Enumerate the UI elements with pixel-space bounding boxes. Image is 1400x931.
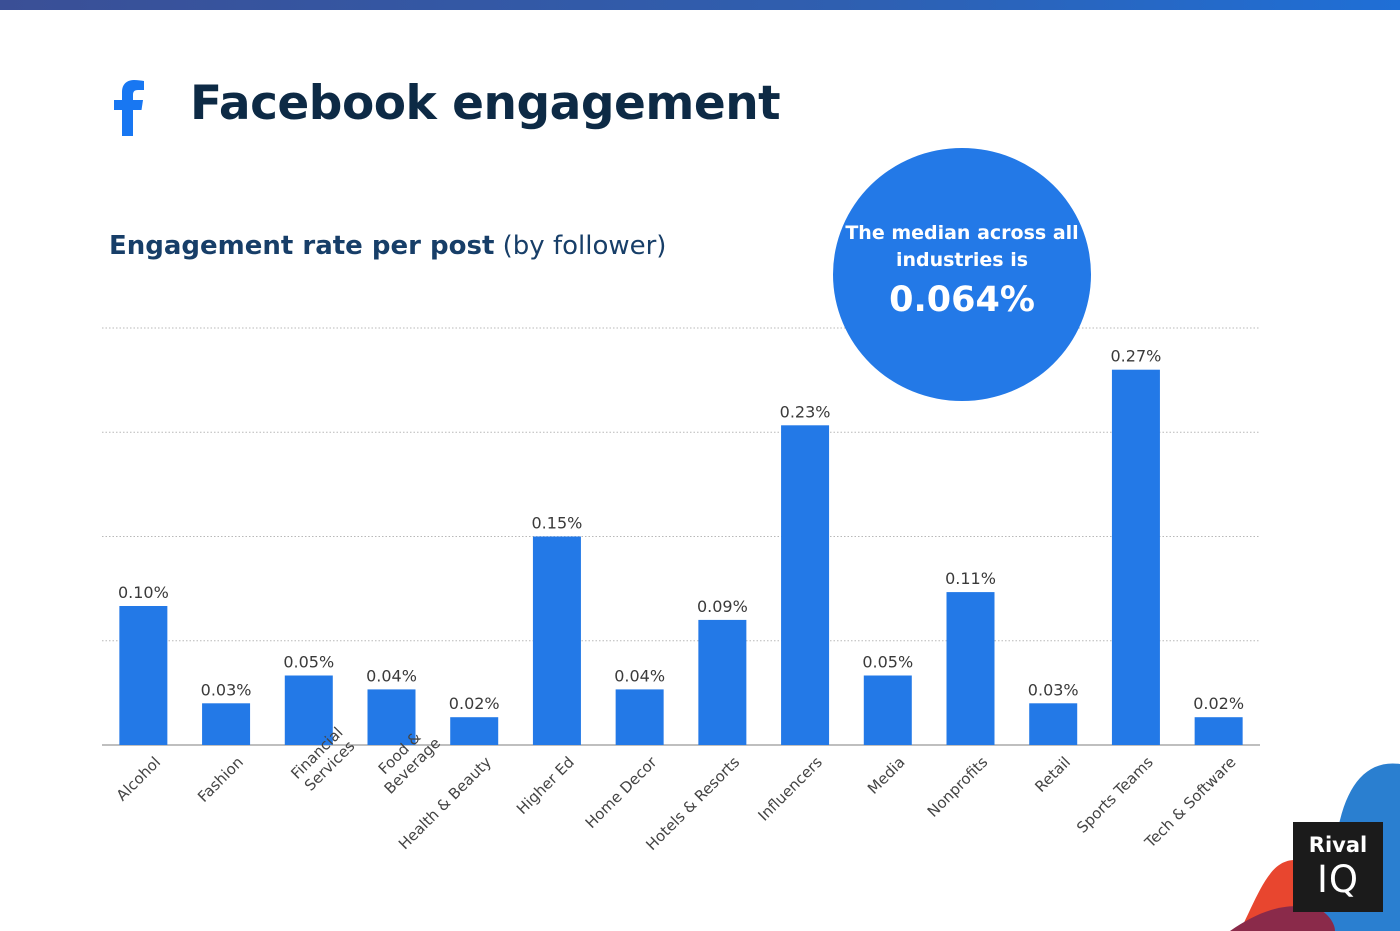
bar (698, 619, 747, 745)
bar (532, 536, 581, 745)
rival-iq-logo: Rival IQ (1293, 822, 1383, 912)
category-label-line: Alcohol (113, 753, 164, 804)
subtitle-normal: (by follower) (502, 231, 667, 261)
bar (863, 675, 912, 745)
bar-value-label: 0.15% (532, 514, 583, 533)
bar (450, 717, 499, 745)
median-caption-line2: industries is (895, 249, 1029, 271)
bar (781, 425, 830, 745)
category-label: Fashion (194, 753, 247, 806)
category-label-line: Fashion (194, 753, 247, 806)
category-label-line: Home Decor (582, 753, 661, 832)
bar-value-label: 0.02% (1193, 694, 1244, 713)
category-label-line: Influencers (754, 753, 826, 825)
category-label: Sports Teams (1073, 753, 1157, 837)
category-label-line: Higher Ed (513, 753, 578, 818)
median-callout: The median across all industries is 0.06… (833, 148, 1091, 401)
bar (615, 689, 664, 745)
category-label: Higher Ed (513, 753, 578, 818)
category-label-line: Media (864, 753, 909, 798)
bar (284, 675, 333, 745)
facebook-icon (114, 80, 144, 136)
median-caption-line1: The median across all (845, 222, 1079, 244)
bar-value-label: 0.03% (201, 680, 252, 699)
bar-value-label: 0.02% (449, 694, 500, 713)
bar (202, 703, 251, 745)
category-label: Media (864, 753, 909, 798)
top-accent-bar (0, 0, 1400, 10)
category-label-line: Nonprofits (924, 753, 992, 821)
category-label: Home Decor (582, 753, 661, 832)
category-label: Alcohol (113, 753, 164, 804)
logo-iq-text: IQ (1316, 858, 1360, 901)
chart-subtitle: Engagement rate per post (by follower) (109, 231, 666, 261)
bar-value-label: 0.04% (614, 666, 665, 685)
category-label: Nonprofits (924, 753, 992, 821)
category-label-line: Sports Teams (1073, 753, 1157, 837)
bar-value-label: 0.03% (1028, 680, 1079, 699)
page-title: Facebook engagement (190, 76, 781, 131)
bar (367, 689, 416, 745)
bar (119, 606, 168, 745)
bar (946, 592, 995, 745)
median-value: 0.064% (889, 280, 1035, 320)
bar-value-label: 0.23% (780, 402, 831, 421)
logo-rival-text: Rival (1308, 833, 1368, 857)
bar (1194, 717, 1243, 745)
bar-value-label: 0.09% (697, 597, 748, 616)
bar-value-label: 0.11% (945, 569, 996, 588)
bar (1029, 703, 1078, 745)
category-label-line: Retail (1031, 753, 1074, 796)
median-caption: The median across all industries is (833, 220, 1091, 274)
bar-value-label: 0.04% (366, 666, 417, 685)
subtitle-bold: Engagement rate per post (109, 231, 495, 261)
category-label: Retail (1031, 753, 1074, 796)
bar-value-label: 0.27% (1111, 347, 1162, 366)
bar-value-label: 0.10% (118, 583, 169, 602)
category-label: Influencers (754, 753, 826, 825)
bar-value-label: 0.05% (862, 653, 913, 672)
bar-value-label: 0.05% (283, 653, 334, 672)
bar (1111, 369, 1160, 745)
